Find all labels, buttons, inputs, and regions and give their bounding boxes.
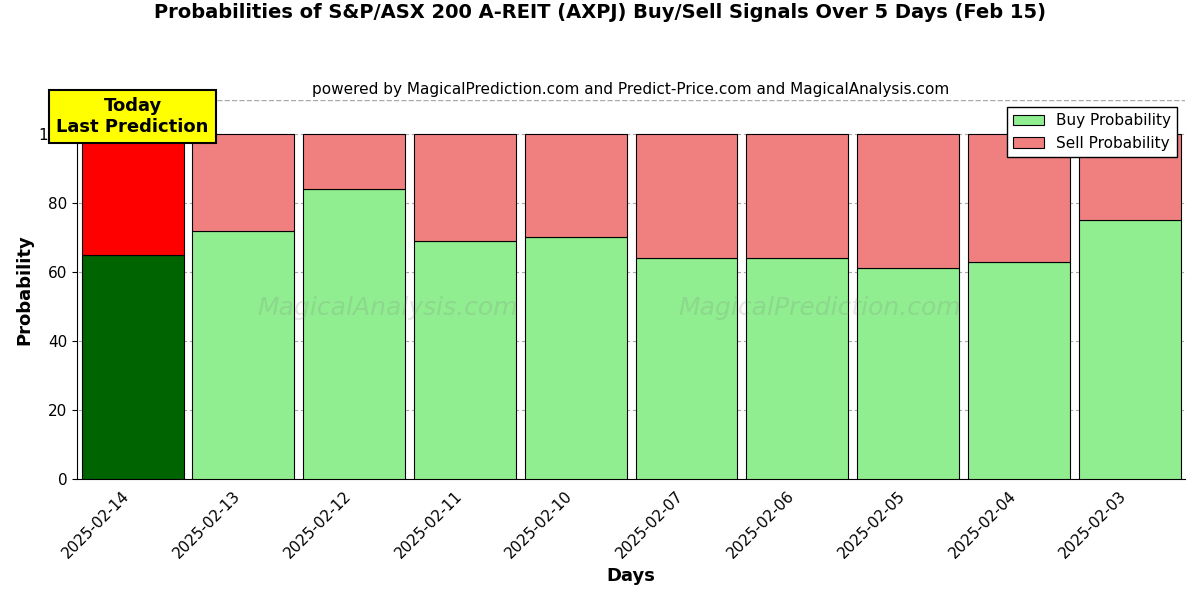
Bar (82, 134, 184, 255)
Bar (857, 134, 959, 268)
Bar (192, 230, 294, 479)
Bar (746, 258, 848, 479)
Text: Today
Last Prediction: Today Last Prediction (56, 97, 209, 136)
Title: powered by MagicalPrediction.com and Predict-Price.com and MagicalAnalysis.com: powered by MagicalPrediction.com and Pre… (312, 82, 949, 97)
Bar (414, 134, 516, 241)
Bar (968, 134, 1069, 262)
Bar (192, 134, 294, 230)
Bar (636, 134, 738, 258)
Bar (304, 189, 406, 479)
Bar (524, 238, 626, 479)
Bar (524, 134, 626, 238)
Text: Probabilities of S&P/ASX 200 A-REIT (AXPJ) Buy/Sell Signals Over 5 Days (Feb 15): Probabilities of S&P/ASX 200 A-REIT (AXP… (154, 3, 1046, 22)
Y-axis label: Probability: Probability (14, 234, 32, 344)
Bar (304, 134, 406, 189)
Legend: Buy Probability, Sell Probability: Buy Probability, Sell Probability (1007, 107, 1177, 157)
Bar (968, 262, 1069, 479)
Bar (1079, 220, 1181, 479)
Text: MagicalPrediction.com: MagicalPrediction.com (678, 296, 961, 320)
X-axis label: Days: Days (607, 567, 655, 585)
Text: MagicalAnalysis.com: MagicalAnalysis.com (257, 296, 517, 320)
Bar (636, 258, 738, 479)
Bar (857, 268, 959, 479)
Bar (82, 255, 184, 479)
Bar (414, 241, 516, 479)
Bar (1079, 134, 1181, 220)
Bar (746, 134, 848, 258)
